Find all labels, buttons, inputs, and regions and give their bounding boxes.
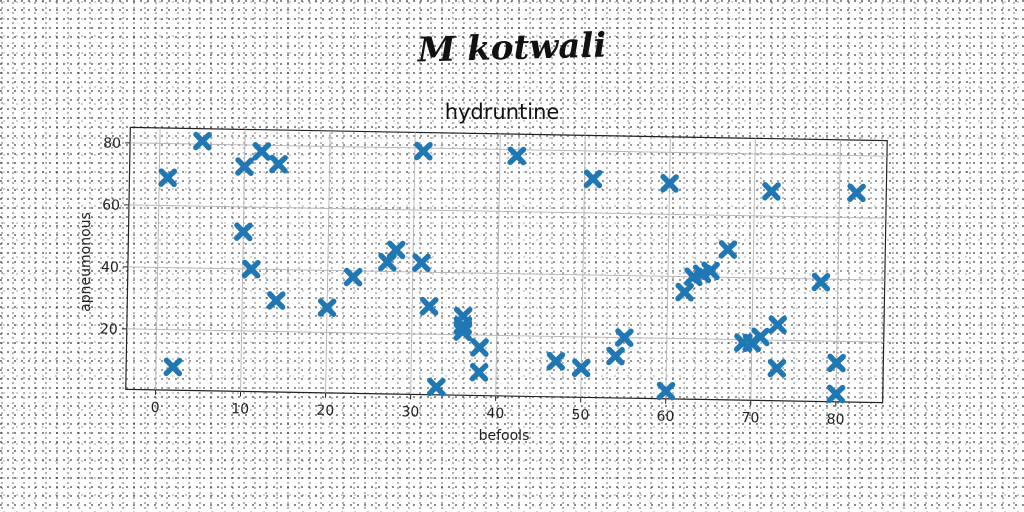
- y-tick-label: 40: [101, 259, 119, 275]
- data-point: [470, 338, 489, 357]
- x-tick-label: 80: [826, 412, 844, 428]
- plot-frame: [125, 126, 888, 404]
- data-point: [507, 146, 527, 166]
- data-point: [583, 169, 603, 189]
- data-point: [767, 358, 787, 378]
- x-tick-label: 30: [401, 404, 419, 420]
- data-point: [571, 358, 591, 378]
- x-tick-label: 70: [741, 410, 759, 426]
- data-point: [193, 131, 212, 151]
- data-point: [827, 353, 846, 373]
- data-point: [701, 261, 720, 281]
- x-gridline: [325, 130, 331, 393]
- x-gridline: [580, 135, 586, 398]
- data-point: [317, 298, 337, 317]
- data-point: [751, 327, 770, 347]
- data-point: [762, 181, 781, 201]
- data-point: [606, 346, 625, 366]
- data-point: [414, 141, 433, 161]
- x-gridline: [835, 139, 841, 402]
- x-gridline: [410, 132, 416, 395]
- data-point: [660, 173, 679, 193]
- data-point: [163, 357, 183, 377]
- y-tick-label: 20: [100, 321, 118, 337]
- data-point: [378, 252, 397, 272]
- data-point: [235, 157, 254, 176]
- data-point: [266, 291, 286, 310]
- data-point: [847, 183, 866, 203]
- x-tick-label: 0: [151, 400, 160, 416]
- x-tick-label: 10: [231, 401, 249, 417]
- chart-title: hydruntine: [445, 100, 560, 124]
- data-point: [718, 240, 738, 259]
- x-tick-label: 50: [571, 407, 589, 423]
- data-point: [419, 296, 439, 316]
- data-point: [546, 351, 566, 371]
- data-point: [614, 328, 634, 347]
- y-gridline: [128, 204, 886, 219]
- x-tick-label: 60: [656, 409, 674, 425]
- data-point: [811, 272, 831, 292]
- x-gridline: [240, 129, 246, 392]
- axis-ticks: 0 10 20 30 40 50 60 70 80 20 40 60 80: [100, 135, 845, 428]
- data-point: [469, 362, 489, 382]
- data-point: [426, 377, 446, 397]
- y-tick-label: 60: [102, 197, 120, 213]
- x-gridline: [495, 133, 501, 396]
- data-point: [453, 322, 473, 342]
- x-axis-label: befools: [479, 428, 530, 444]
- y-axis-label: apneumonous: [78, 212, 94, 312]
- x-tick-label: 20: [316, 403, 334, 419]
- data-point: [158, 168, 178, 188]
- data-point: [768, 315, 788, 335]
- x-gridline: [750, 138, 756, 401]
- data-point: [241, 259, 261, 279]
- data-points: [158, 131, 866, 404]
- data-point: [269, 154, 288, 174]
- data-point: [826, 384, 846, 404]
- data-point: [412, 253, 431, 273]
- data-point: [675, 282, 695, 302]
- data-point: [343, 267, 363, 287]
- data-point: [656, 381, 676, 401]
- x-tick-label: 40: [486, 406, 504, 422]
- data-point: [386, 240, 406, 260]
- data-point: [252, 142, 272, 161]
- data-point: [233, 222, 253, 242]
- y-tick-label: 80: [103, 135, 121, 151]
